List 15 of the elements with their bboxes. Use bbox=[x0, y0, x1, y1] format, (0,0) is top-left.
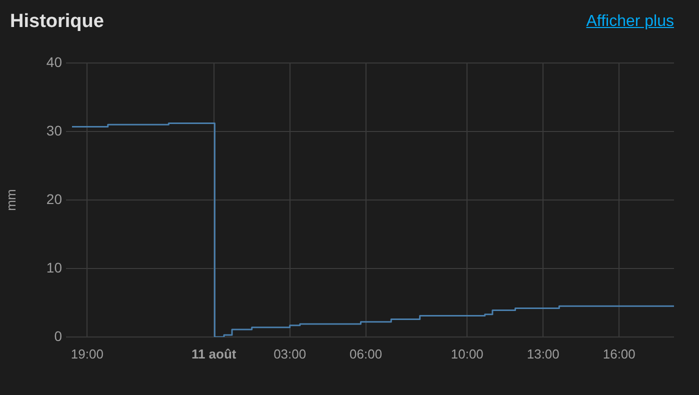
x-tick-label: 03:00 bbox=[274, 346, 306, 362]
x-tick-label: 06:00 bbox=[350, 346, 382, 362]
chart-title: Historique bbox=[10, 11, 104, 33]
y-tick-label: 20 bbox=[46, 190, 62, 207]
x-tick-label: 16:00 bbox=[602, 346, 636, 362]
y-tick-label: 40 bbox=[46, 54, 62, 70]
y-tick-label: 30 bbox=[46, 122, 62, 138]
x-tick-label: 19:00 bbox=[70, 346, 104, 362]
y-tick-label: 10 bbox=[46, 259, 62, 276]
y-tick-label: 0 bbox=[54, 328, 62, 344]
y-axis-title: mm bbox=[3, 189, 18, 211]
x-tick-label: 10:00 bbox=[450, 346, 484, 362]
x-tick-label: 11 août bbox=[191, 346, 237, 362]
text: Afficher plus bbox=[586, 13, 674, 31]
x-tick-label: 13:00 bbox=[526, 346, 560, 362]
